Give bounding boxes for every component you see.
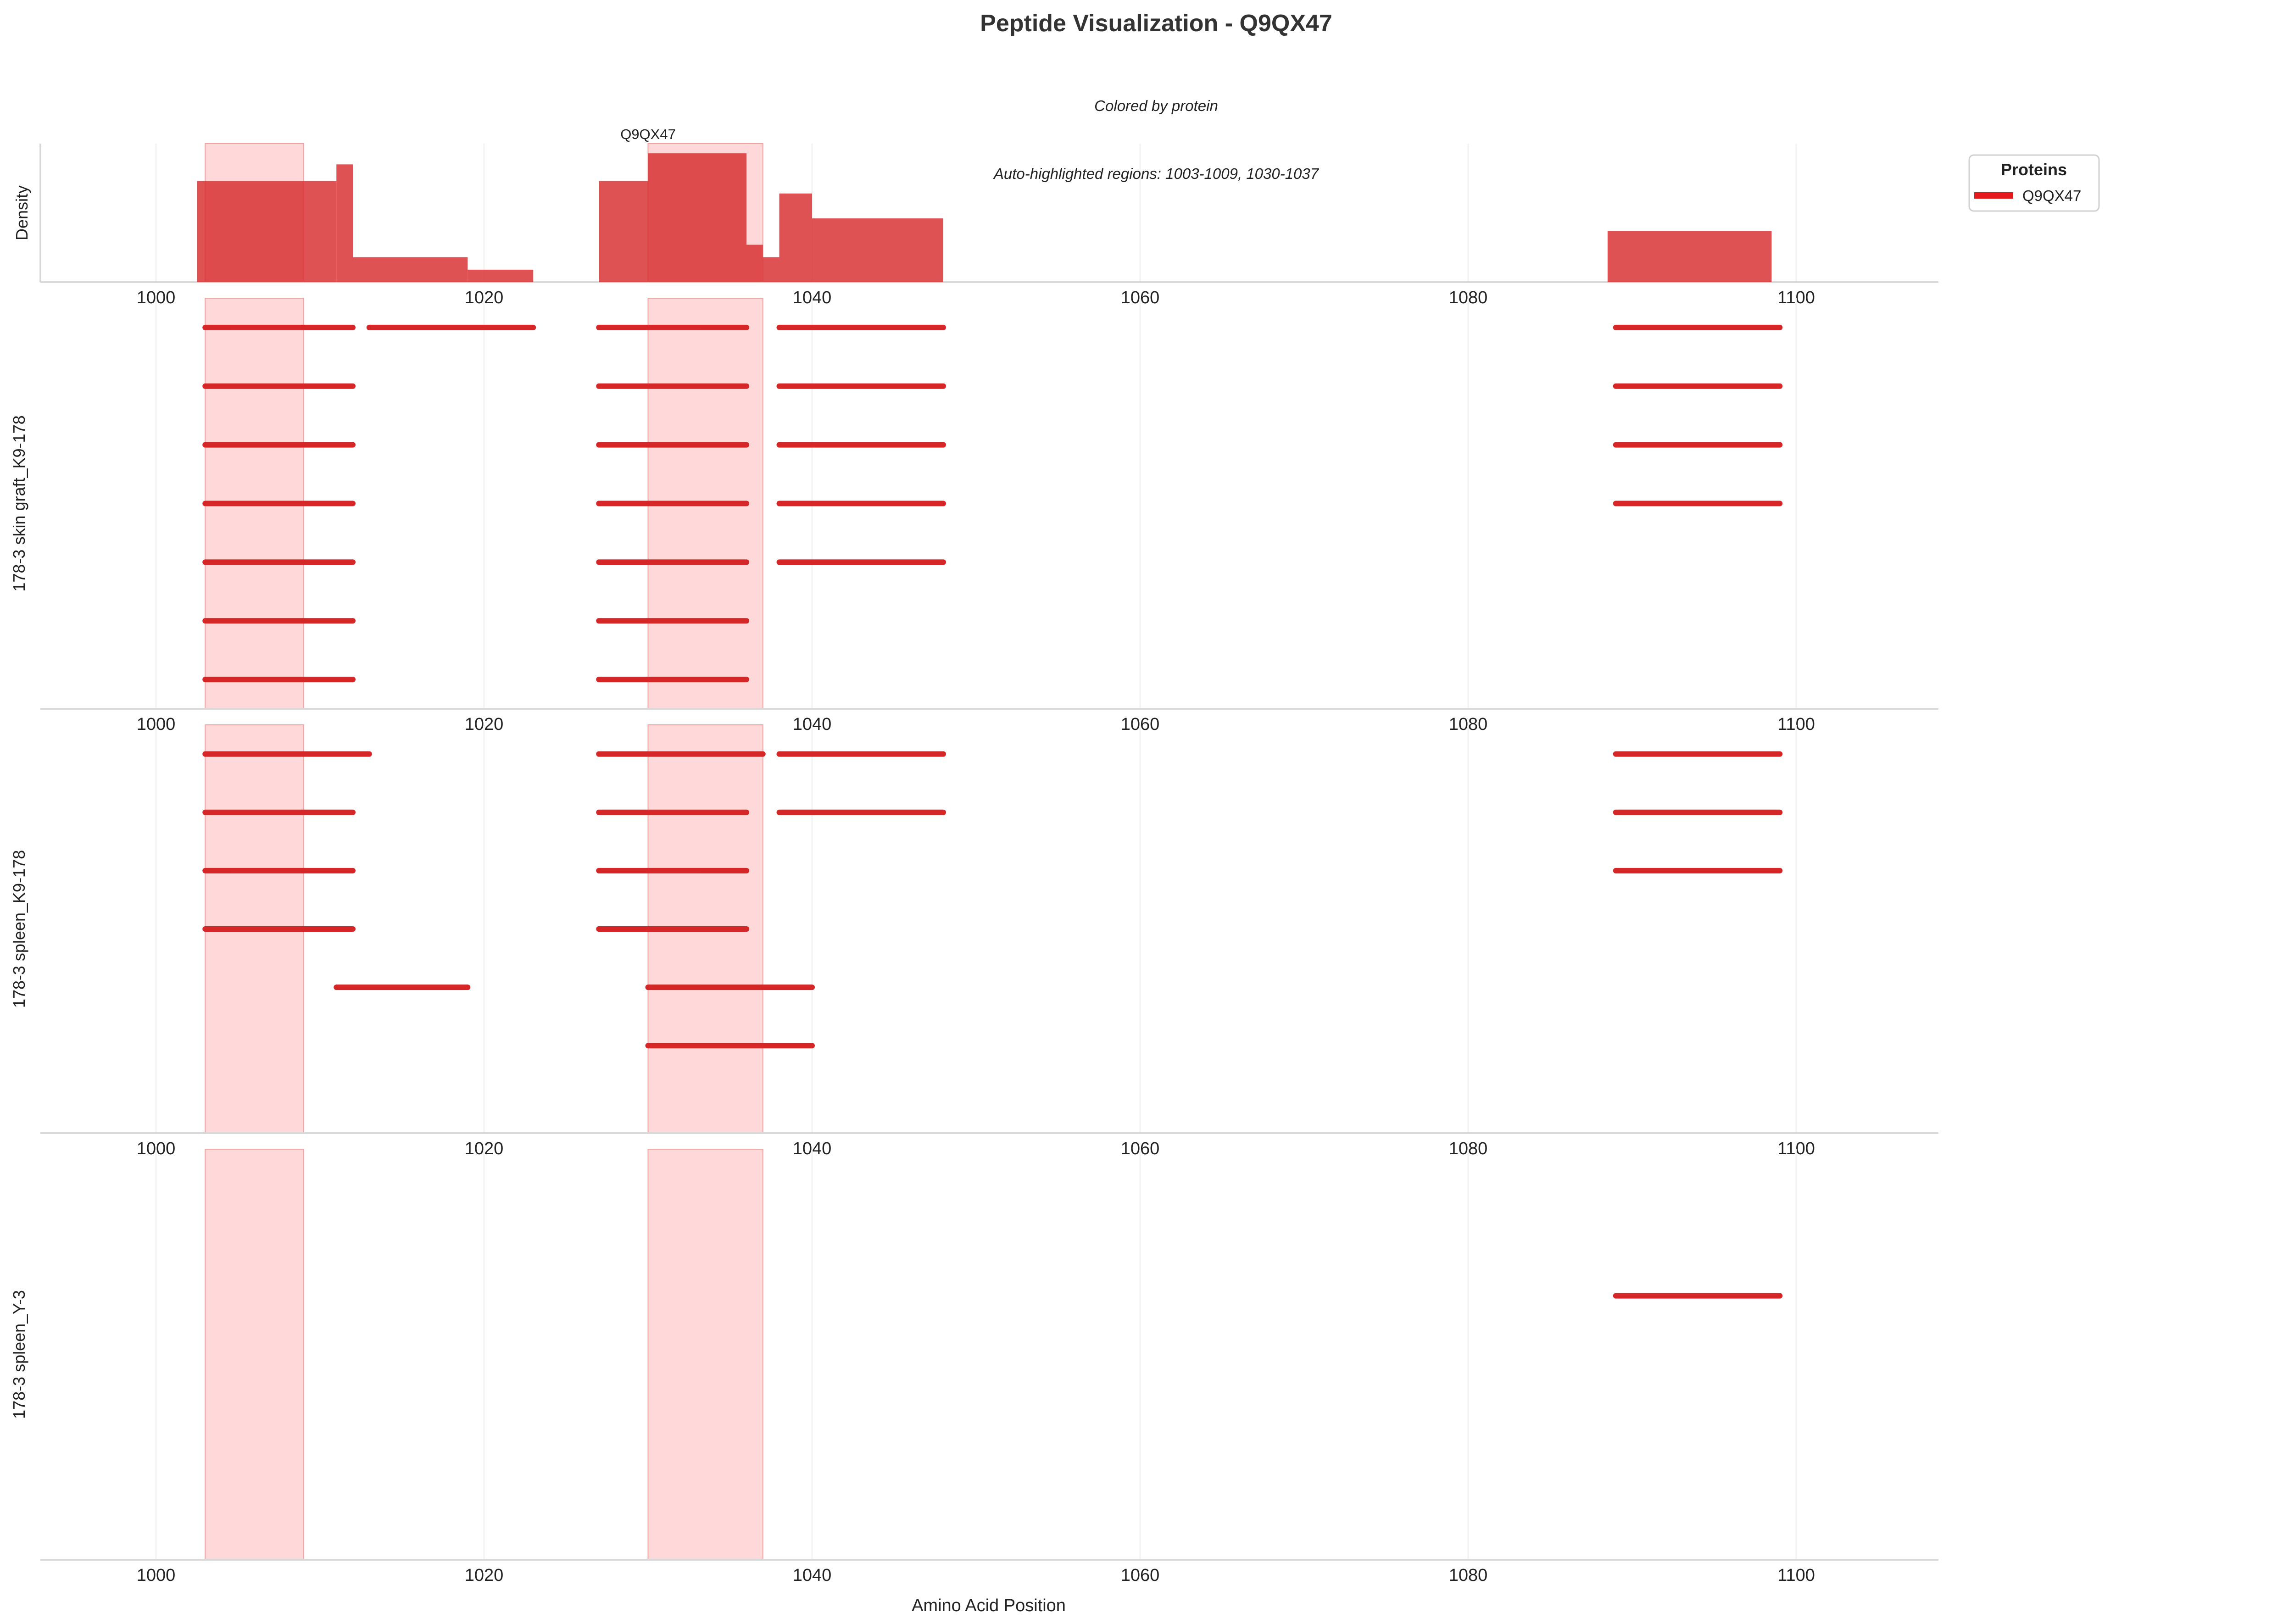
highlight-note: Auto-highlighted regions: 1003-1009, 103…: [993, 165, 1320, 182]
density-bar: [336, 164, 353, 282]
density-bar: [303, 181, 337, 282]
chart-subtitle: Colored by protein: [1094, 97, 1218, 114]
x-tick-label: 1040: [793, 1566, 832, 1585]
density-bar: [599, 181, 648, 282]
chart-title: Peptide Visualization - Q9QX47: [980, 10, 1332, 37]
legend-title: Proteins: [2001, 160, 2067, 179]
x-axis-label: Amino Acid Position: [912, 1596, 1066, 1615]
sample-label: 178-3 skin graft_K9-178: [10, 415, 28, 591]
protein-label: Q9QX47: [620, 126, 676, 142]
x-tick-label: 1100: [1777, 1566, 1815, 1585]
plot-area: 1000 1020 1040 1060 1080 1100 Density Auto-high…: [10, 126, 2100, 1585]
legend: Proteins Q9QX47: [1968, 154, 2100, 212]
density-bar: [812, 218, 943, 282]
density-bar: [763, 257, 780, 282]
density-bar: [648, 153, 746, 282]
x-tick-label: 1020: [465, 1566, 504, 1585]
highlight-region: [647, 1149, 763, 1560]
density-bar: [468, 269, 534, 282]
x-tick-label: 1000: [137, 1566, 176, 1585]
density-y-label: Density: [12, 185, 31, 240]
x-tick-label: 1060: [1121, 1566, 1160, 1585]
density-bar: [779, 193, 812, 282]
sample-label: 178-3 spleen_K9-178: [10, 850, 28, 1008]
highlight-region: [205, 1149, 304, 1560]
legend-entry: Q9QX47: [2022, 187, 2081, 204]
density-bar: [353, 257, 468, 282]
x-tick-label: 1080: [1449, 1566, 1488, 1585]
density-bar: [746, 245, 763, 282]
density-bar: [197, 181, 304, 282]
density-bar: [1607, 231, 1772, 282]
sample-label: 178-3 spleen_Y-3: [10, 1290, 28, 1419]
